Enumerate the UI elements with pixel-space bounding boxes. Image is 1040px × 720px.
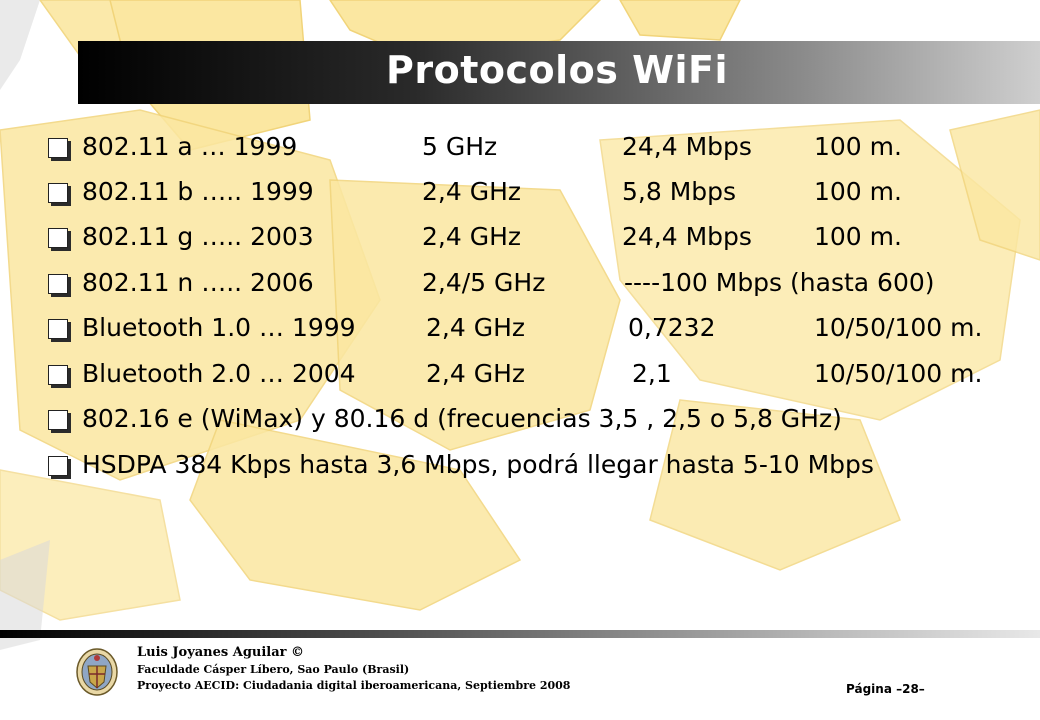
range: 10/50/100 m.: [814, 313, 983, 342]
footer-author: Luis Joyanes Aguilar ©: [137, 645, 305, 660]
range: 10/50/100 m.: [814, 359, 983, 388]
protocol-name: Bluetooth 2.0 … 2004: [82, 359, 356, 388]
speed: ----100 Mbps (hasta 600): [624, 268, 935, 297]
checkbox-bullet-icon: [48, 138, 68, 158]
protocol-name: 802.11 b ….. 1999: [82, 177, 314, 206]
checkbox-bullet-icon: [48, 365, 68, 385]
frequency: 5 GHz: [422, 132, 498, 161]
protocol-name: 802.11 g ….. 2003: [82, 222, 314, 251]
range: 100 m.: [814, 177, 902, 206]
page-number: Página –28–: [846, 682, 925, 696]
checkbox-bullet-icon: [48, 228, 68, 248]
list-item: 802.16 e (WiMax) y 80.16 d (frecuencias …: [44, 400, 1034, 440]
protocol-name: 802.11 a … 1999: [82, 132, 298, 161]
list-item: HSDPA 384 Kbps hasta 3,6 Mbps, podrá lle…: [44, 446, 1034, 526]
checkbox-bullet-icon: [48, 319, 68, 339]
list-item: 802.11 n ….. 2006 2,4/5 GHz ----100 Mbps…: [44, 264, 1034, 304]
list-item: 802.11 a … 1999 5 GHz 24,4 Mbps 100 m.: [44, 128, 1034, 168]
speed: 0,7232: [628, 313, 716, 342]
range: 100 m.: [814, 132, 902, 161]
checkbox-bullet-icon: [48, 456, 68, 476]
protocol-name: Bluetooth 1.0 … 1999: [82, 313, 356, 342]
speed: 2,1: [632, 359, 672, 388]
speed: 24,4 Mbps: [622, 132, 752, 161]
frequency: 2,4/5 GHz: [422, 268, 546, 297]
title-bar: [78, 41, 1040, 104]
checkbox-bullet-icon: [48, 183, 68, 203]
list-item: Bluetooth 2.0 … 2004 2,4 GHz 2,1 10/50/1…: [44, 355, 1034, 395]
frequency: 2,4 GHz: [426, 359, 525, 388]
speed: 24,4 Mbps: [622, 222, 752, 251]
range: 100 m.: [814, 222, 902, 251]
slide-title: Protocolos WiFi: [386, 48, 729, 92]
footer-divider: [0, 630, 1040, 638]
footer-credits: Luis Joyanes Aguilar © Faculdade Cásper …: [137, 644, 570, 694]
frequency: 2,4 GHz: [426, 313, 525, 342]
list-item: 802.11 g ….. 2003 2,4 GHz 24,4 Mbps 100 …: [44, 218, 1034, 258]
university-seal-icon: [76, 648, 118, 696]
frequency: 2,4 GHz: [422, 177, 521, 206]
speed: 5,8 Mbps: [622, 177, 737, 206]
frequency: 2,4 GHz: [422, 222, 521, 251]
footer-institution: Faculdade Cásper Líbero, Sao Paulo (Bras…: [137, 663, 410, 676]
protocol-name: 802.11 n ….. 2006: [82, 268, 314, 297]
list-item: Bluetooth 1.0 … 1999 2,4 GHz 0,7232 10/5…: [44, 309, 1034, 349]
item-text: 802.16 e (WiMax) y 80.16 d (frecuencias …: [82, 404, 842, 433]
checkbox-bullet-icon: [48, 410, 68, 430]
footer-project: Proyecto AECID: Ciudadania digital ibero…: [137, 679, 571, 692]
item-text: HSDPA 384 Kbps hasta 3,6 Mbps, podrá lle…: [82, 450, 874, 479]
list-item: 802.11 b ….. 1999 2,4 GHz 5,8 Mbps 100 m…: [44, 173, 1034, 213]
checkbox-bullet-icon: [48, 274, 68, 294]
